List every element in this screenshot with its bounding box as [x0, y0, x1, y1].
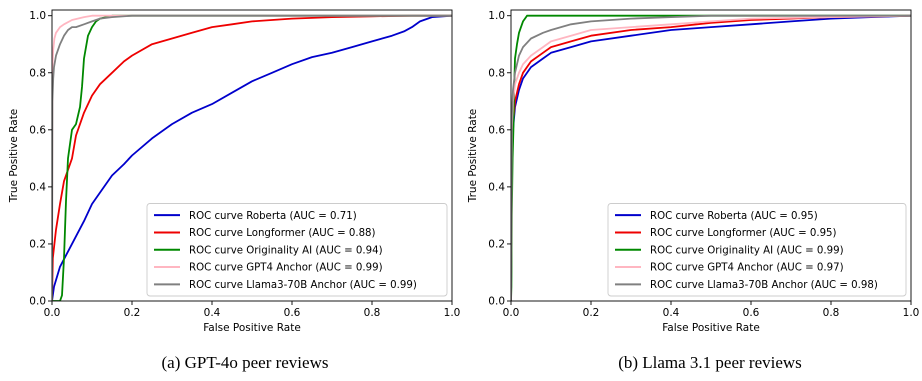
roc-line-0 [52, 14, 452, 301]
legend-label: ROC curve GPT4 Anchor (AUC = 0.99) [189, 263, 383, 274]
y-tick-label: 0.4 [488, 181, 505, 193]
x-axis-label: False Positive Rate [203, 322, 301, 334]
x-tick-label: 0.0 [503, 307, 520, 319]
legend-box [607, 203, 907, 297]
x-tick-label: 0.2 [124, 307, 141, 319]
axes-frame [510, 9, 912, 302]
x-tick-label: 0.2 [583, 307, 600, 319]
x-tick-label: 0.6 [743, 307, 760, 319]
legend-label: ROC curve Originality AI (AUC = 0.94) [189, 245, 383, 256]
y-tick-label: 1.0 [29, 10, 46, 22]
roc-panel-b: 0.0 0.2 0.4 0.6 0.8 1.0 0.0 0.2 0.4 0.6 0.8 1.0 Fals… [467, 9, 920, 334]
y-tick-label: 0.0 [29, 296, 46, 308]
legend-box [146, 203, 448, 297]
caption-a: (a) GPT-4o peer reviews [162, 353, 329, 372]
x-tick-label: 0.8 [823, 307, 840, 319]
legend-label: ROC curve Originality AI (AUC = 0.99) [650, 245, 844, 256]
y-tick-label: 0.2 [29, 238, 46, 250]
y-tick-label: 0.6 [29, 124, 46, 136]
legend: ROC curve Roberta (AUC = 0.95) ROC curve … [607, 203, 907, 297]
axes-frame [51, 9, 453, 302]
y-tick-label: 0.6 [488, 124, 505, 136]
x-tick-label: 0.8 [364, 307, 381, 319]
x-axis-label: False Positive Rate [662, 322, 760, 334]
x-tick-label: 0.4 [204, 307, 221, 319]
y-tick-label: 0.4 [29, 181, 46, 193]
x-tick-label: 0.4 [663, 307, 680, 319]
y-axis-label: True Positive Rate [8, 109, 20, 204]
legend-label: ROC curve Longformer (AUC = 0.88) [189, 228, 376, 239]
roc-line-3 [511, 14, 911, 301]
y-tick-label: 1.0 [488, 10, 505, 22]
x-tick-label: 0.0 [44, 307, 61, 319]
y-tick-label: 0.8 [29, 67, 46, 79]
legend-label: ROC curve Roberta (AUC = 0.95) [650, 211, 818, 222]
roc-line-4 [511, 14, 911, 301]
roc-panel-a: 0.0 0.2 0.4 0.6 0.8 1.0 0.0 0.2 0.4 0.6 0.8 1.0 Fals… [8, 9, 461, 334]
y-tick-label: 0.2 [488, 238, 505, 250]
legend-label: ROC curve Llama3-70B Anchor (AUC = 0.98) [650, 280, 878, 291]
x-tick-label: 0.6 [284, 307, 301, 319]
caption-b: (b) Llama 3.1 peer reviews [618, 353, 802, 372]
roc-line-4 [52, 14, 452, 301]
y-tick-label: 0.8 [488, 67, 505, 79]
legend-label: ROC curve GPT4 Anchor (AUC = 0.97) [650, 263, 844, 274]
roc-line-1 [52, 14, 452, 301]
legend-label: ROC curve Longformer (AUC = 0.95) [650, 228, 837, 239]
x-tick-label: 1.0 [903, 307, 920, 319]
y-axis-label: True Positive Rate [467, 109, 479, 204]
legend: ROC curve Roberta (AUC = 0.71) ROC curve … [146, 203, 448, 297]
legend-label: ROC curve Roberta (AUC = 0.71) [189, 211, 357, 222]
legend-label: ROC curve Llama3-70B Anchor (AUC = 0.99) [189, 280, 417, 291]
x-tick-label: 1.0 [444, 307, 461, 319]
y-tick-label: 0.0 [488, 296, 505, 308]
